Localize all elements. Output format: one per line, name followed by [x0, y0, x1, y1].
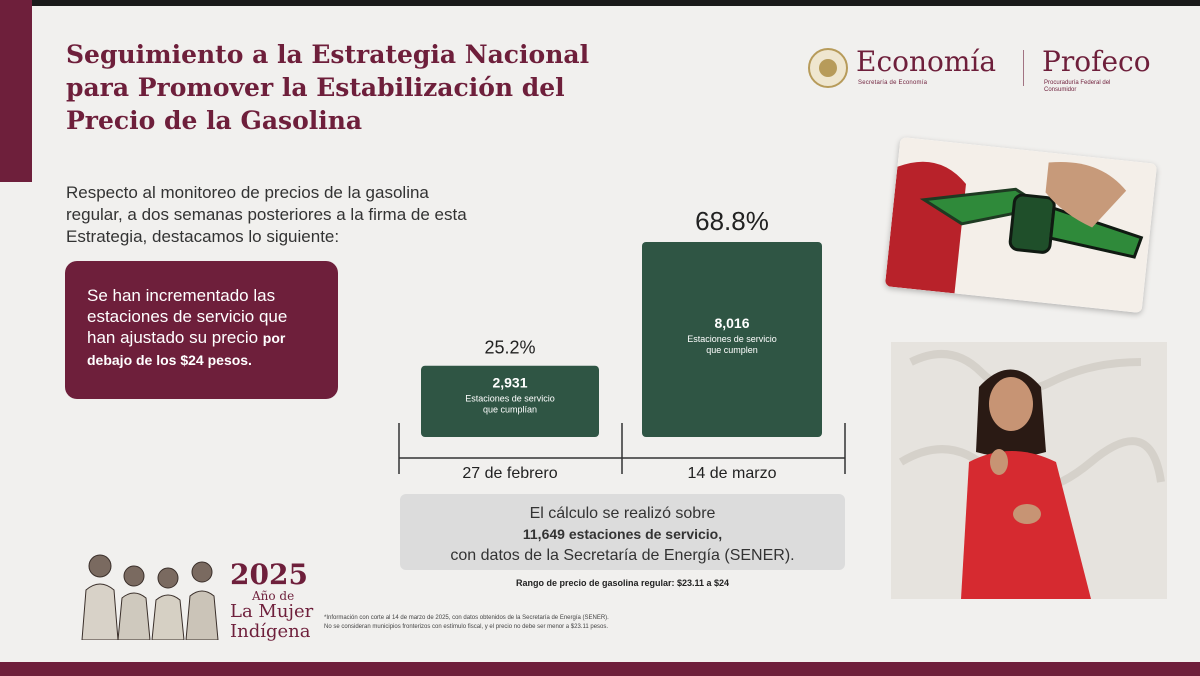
logo-divider	[1023, 50, 1024, 86]
year-badge-line-1: Año de	[252, 589, 295, 603]
fuel-nozzle-photo	[884, 136, 1158, 314]
calculation-note: El cálculo se realizó sobre 11,649 estac…	[400, 494, 845, 570]
year-number: 2025	[230, 558, 308, 591]
year-badge-line-3: Indígena	[230, 621, 311, 642]
profeco-subtitle: Procuraduría Federal del Consumidor	[1044, 80, 1111, 93]
national-seal-icon	[808, 48, 848, 88]
percent-label-1: 25.2%	[484, 338, 535, 358]
price-range-text: Rango de precio de gasolina regular: $23…	[515, 578, 730, 588]
highlight-callout: Se han incrementado las estaciones de se…	[65, 261, 338, 399]
year-badge: 2025 Año de La Mujer Indígena	[230, 560, 320, 642]
institution-logos: Economía Secretaría de Economía Profeco …	[808, 44, 1178, 96]
bottom-bar	[0, 662, 1200, 676]
footnote-line-1: *Información con corte al 14 de marzo de…	[324, 615, 609, 621]
percent-label-2: 68.8%	[695, 206, 769, 236]
bar-caption-1-2: que cumplían	[483, 405, 537, 415]
economia-logo-text: Economía	[856, 45, 997, 78]
page-title: Seguimiento a la Estrategia Nacional par…	[66, 40, 590, 135]
footnote-line-2: No se consideran municipios fronterizos …	[324, 624, 609, 630]
callout-text: Se han incrementado las estaciones de se…	[87, 286, 288, 347]
year-badge-line-2: La Mujer	[230, 601, 314, 622]
top-strip	[0, 0, 1200, 6]
value-label-2: 8,016	[714, 315, 749, 331]
bar-caption-1-1: Estaciones de servicio	[465, 394, 555, 404]
sign-language-interpreter	[891, 342, 1167, 599]
bar-caption-2-1: Estaciones de servicio	[687, 334, 777, 344]
note-line-1: El cálculo se realizó sobre	[529, 505, 716, 522]
footnote: *Información con corte al 14 de marzo de…	[324, 614, 884, 632]
accent-bar	[0, 0, 32, 182]
value-label-1: 2,931	[492, 375, 527, 391]
bar-caption-2-2: que cumplen	[706, 345, 758, 355]
note-line-3: con datos de la Secretaría de Energía (S…	[450, 547, 795, 564]
category-label-2: 14 de marzo	[688, 465, 777, 482]
bar-1	[421, 365, 599, 437]
intro-text: Respecto al monitoreo de precios de la g…	[66, 183, 467, 246]
profeco-logo-text: Profeco	[1042, 45, 1151, 78]
indigenous-women-illustration	[81, 554, 219, 640]
bar-2	[642, 242, 822, 437]
callout-bold-text: por debajo de los $24 pesos.	[87, 330, 286, 368]
note-line-2: 11,649 estaciones de servicio,	[522, 526, 723, 542]
economia-subtitle: Secretaría de Economía	[858, 80, 928, 86]
category-label-1: 27 de febrero	[462, 465, 557, 482]
